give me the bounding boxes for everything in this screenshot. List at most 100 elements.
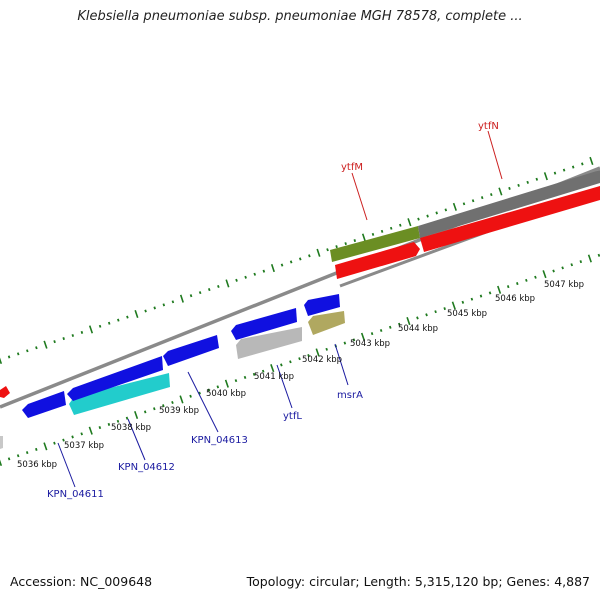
minor-tick [62, 337, 65, 341]
gene-label-ytfN[interactable]: ytfN [478, 121, 499, 132]
minor-tick [71, 334, 75, 337]
major-tick [179, 294, 184, 303]
major-tick [498, 187, 503, 196]
minor-tick [335, 245, 338, 249]
gene-arrow-KPN_04611-neighbor[interactable] [67, 356, 163, 401]
minor-tick [234, 379, 238, 383]
minor-tick [443, 307, 446, 311]
minor-tick [252, 372, 256, 376]
tick-label: 5039 kbp [159, 406, 199, 416]
gene-arrow-grey-left[interactable] [0, 436, 3, 449]
minor-tick [107, 422, 111, 426]
major-tick [270, 264, 275, 273]
major-tick [452, 202, 457, 211]
minor-tick [506, 285, 510, 289]
minor-tick [16, 352, 20, 356]
leader-KPN_04612 [127, 418, 146, 461]
minor-tick [116, 419, 120, 423]
tick-label: 5044 kbp [398, 324, 438, 334]
tick-label: 5036 kbp [17, 460, 57, 470]
gene-arrow-KPN_04611[interactable] [22, 391, 66, 418]
minor-tick [280, 263, 284, 267]
gene-arrow-blue-small[interactable] [304, 294, 340, 316]
tick-labels: 5036 kbp 5037 kbp 5038 kbp 5039 kbp 5040… [17, 280, 584, 470]
leader-msrA [334, 343, 349, 386]
minor-tick [371, 232, 375, 236]
gene-label-ytfM[interactable]: ytfM [341, 162, 363, 173]
gene-arrow-ytfN[interactable] [420, 186, 600, 252]
minor-tick [162, 404, 165, 408]
minor-tick [388, 325, 392, 329]
tick-label: 5043 kbp [350, 339, 390, 349]
gene-arrow-blue-mid[interactable] [231, 308, 297, 340]
major-tick [0, 459, 3, 467]
minor-tick [534, 275, 537, 279]
leader-ytfL [276, 364, 293, 409]
major-tick [134, 411, 139, 420]
minor-tick [597, 253, 600, 257]
gene-label-KPN_04611[interactable]: KPN_04611 [47, 489, 104, 500]
gene-label-ytfL[interactable]: ytfL [283, 411, 302, 422]
minor-tick [98, 324, 102, 328]
major-tick [407, 218, 412, 227]
major-tick [134, 310, 139, 319]
minor-tick [526, 180, 529, 184]
leader-KPN_04613 [187, 371, 219, 433]
gene-arrow-msrA[interactable] [308, 311, 345, 335]
minor-tick [126, 315, 129, 319]
minor-tick [198, 391, 201, 395]
minor-tick [289, 360, 292, 364]
gene-label-msrA[interactable]: msrA [337, 390, 363, 401]
minor-tick [399, 223, 402, 227]
minor-tick [352, 338, 356, 342]
minor-tick [579, 260, 583, 264]
minor-tick [461, 300, 465, 304]
minor-tick [516, 282, 519, 286]
tick-label: 5045 kbp [447, 309, 487, 319]
minor-tick [153, 407, 156, 411]
leader-KPN_04611 [57, 442, 76, 488]
minor-tick [280, 363, 283, 367]
minor-tick [471, 199, 475, 203]
gene-label-KPN_04613[interactable]: KPN_04613 [191, 435, 248, 446]
tick-label: 5042 kbp [302, 355, 342, 365]
major-tick [88, 426, 93, 435]
minor-tick [490, 193, 493, 197]
minor-tick [570, 263, 574, 267]
tick-label: 5040 kbp [206, 389, 246, 399]
major-tick [589, 156, 594, 165]
gene-arrow-ytfM[interactable] [330, 226, 420, 262]
minor-tick [488, 291, 492, 295]
minor-tick [243, 375, 247, 380]
minor-tick [25, 451, 29, 455]
major-tick [88, 325, 94, 334]
gene-arrow-ytfL[interactable] [236, 327, 302, 359]
minor-tick [143, 410, 147, 414]
gene-arrow-red-1[interactable] [335, 242, 420, 279]
gene-arrow-KPN_04613[interactable] [163, 335, 219, 366]
minor-tick [261, 369, 265, 373]
major-tick [497, 285, 502, 294]
gene-arrow-red-left[interactable] [0, 386, 10, 398]
minor-tick [307, 353, 310, 358]
tick-label: 5047 kbp [544, 280, 584, 290]
minor-tick [53, 441, 56, 445]
leader-ytfM [351, 172, 368, 221]
major-tick [43, 442, 48, 451]
minor-tick [389, 226, 393, 230]
minor-tick [561, 266, 564, 270]
minor-tick [343, 341, 347, 345]
minor-tick [553, 171, 557, 175]
gene-arrow-KPN_04612[interactable] [69, 373, 170, 415]
major-tick [0, 357, 3, 365]
minor-tick [235, 278, 238, 282]
minor-tick [308, 254, 311, 258]
major-tick [224, 379, 229, 388]
minor-tick [217, 284, 220, 289]
gene-label-KPN_04612[interactable]: KPN_04612 [118, 462, 175, 473]
minor-tick [98, 425, 102, 430]
minor-tick [581, 162, 584, 166]
gene-arrow-dark[interactable] [418, 170, 600, 238]
minor-tick [435, 211, 438, 215]
